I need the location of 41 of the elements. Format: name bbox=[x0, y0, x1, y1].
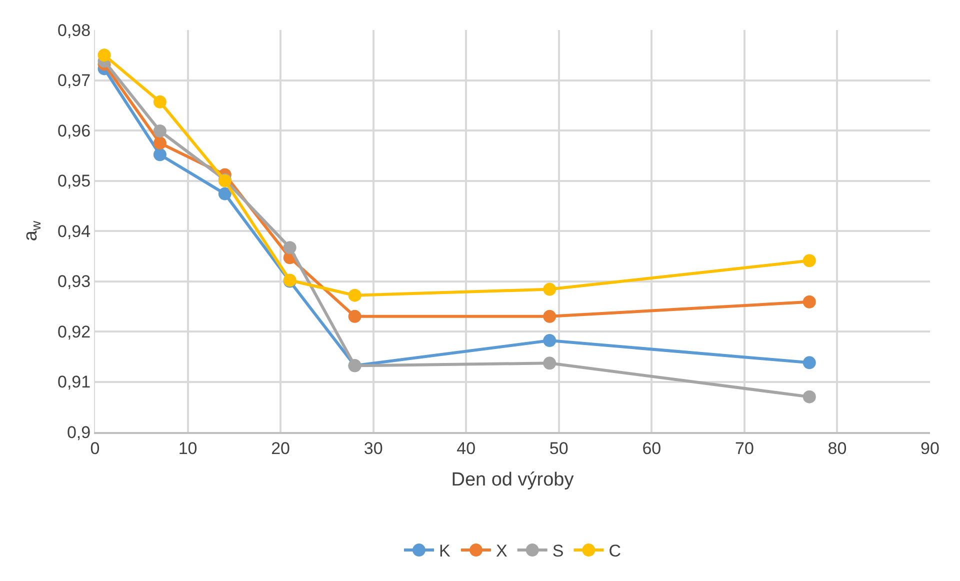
y-tick-label: 0,95 bbox=[58, 172, 91, 191]
legend-label: X bbox=[496, 542, 508, 561]
x-tick-label: 90 bbox=[920, 439, 940, 458]
x-tick-label: 10 bbox=[178, 439, 198, 458]
y-tick-label: 0,91 bbox=[58, 372, 91, 392]
x-tick-label: 20 bbox=[271, 439, 290, 458]
point bbox=[543, 356, 556, 370]
x-tick-label: 70 bbox=[734, 439, 754, 458]
point bbox=[802, 295, 816, 308]
y-tick-label: 0,98 bbox=[58, 20, 91, 40]
point bbox=[153, 148, 166, 162]
y-tick-label: 0,9 bbox=[66, 422, 91, 442]
y-tick-label: 0,97 bbox=[58, 71, 91, 90]
x-tick-label: 0 bbox=[90, 439, 100, 458]
x-tick-label: 50 bbox=[549, 439, 568, 458]
point bbox=[218, 187, 232, 200]
legend-label: K bbox=[439, 542, 451, 561]
point bbox=[348, 310, 362, 323]
point bbox=[802, 390, 816, 404]
point bbox=[543, 310, 556, 323]
x-axis-title: Den od výroby bbox=[451, 469, 574, 490]
x-tick-label: 80 bbox=[828, 439, 847, 458]
point bbox=[153, 136, 166, 150]
legend-label: C bbox=[608, 542, 621, 561]
point bbox=[802, 254, 816, 268]
point bbox=[348, 288, 362, 302]
y-tick-label: 0,94 bbox=[58, 222, 91, 241]
point bbox=[153, 95, 166, 108]
point bbox=[543, 334, 556, 348]
y-tick-label: 0,92 bbox=[58, 322, 91, 342]
point bbox=[283, 241, 296, 254]
x-tick-label: 40 bbox=[456, 439, 476, 458]
x-tick-label: 30 bbox=[364, 439, 383, 458]
point bbox=[153, 124, 166, 138]
y-tick-label: 0,93 bbox=[58, 272, 91, 292]
point bbox=[802, 356, 816, 370]
legend-label: S bbox=[552, 542, 564, 561]
y-tick-label: 0,96 bbox=[58, 121, 91, 140]
point bbox=[98, 48, 111, 62]
x-tick-label: 60 bbox=[642, 439, 662, 458]
point bbox=[543, 282, 556, 296]
